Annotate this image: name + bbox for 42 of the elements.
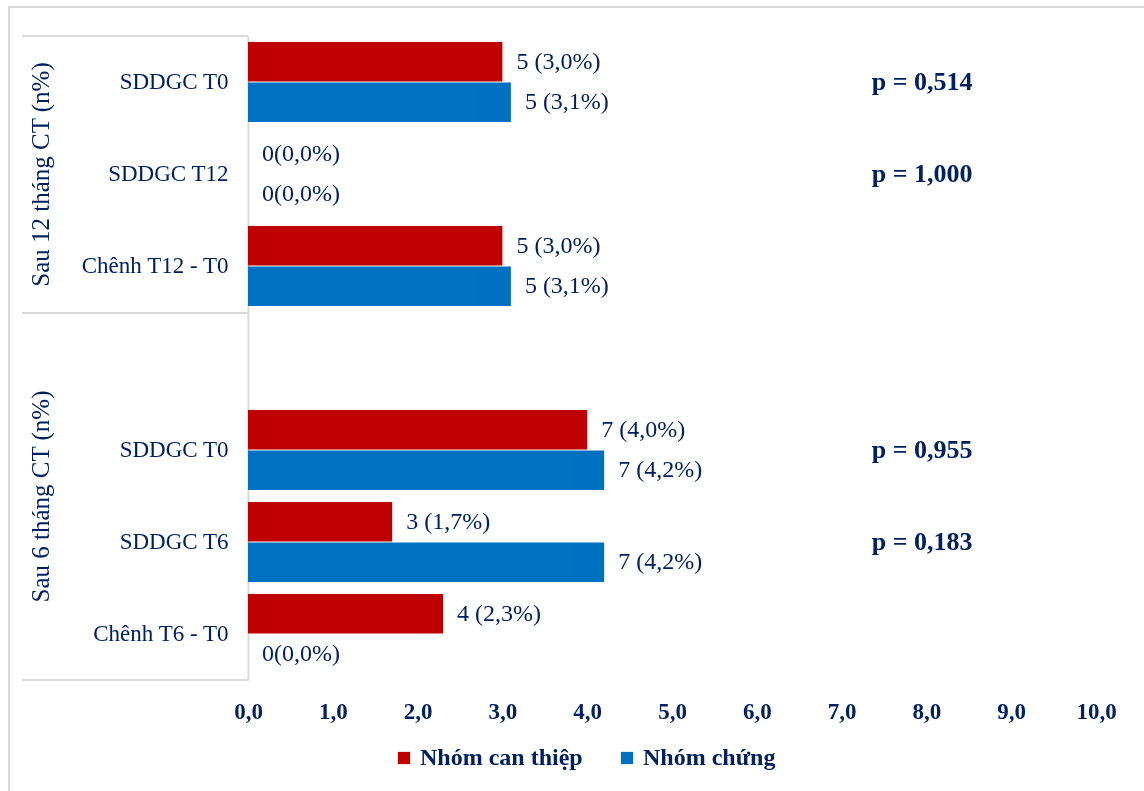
data-label: 0(0,0%) [261,179,340,206]
data-label: 5 (3,0%) [515,231,600,258]
annotation: p = 1,000 [871,158,973,188]
bar [247,593,443,633]
annotation: p = 0,955 [871,434,973,464]
data-label: 5 (3,0%) [515,47,600,74]
data-label: 3 (1,7%) [405,507,490,534]
x-tick-label: 5,0 [657,698,687,723]
y-tick-label: SDDGC T6 [119,528,228,554]
x-tick-label: 7,0 [827,698,856,723]
y-tick-label: SDDGC T12 [107,160,228,186]
x-tick-label: 0,0 [233,698,263,723]
data-label: 5 (3,1%) [524,87,609,114]
x-tick-label: 9,0 [996,698,1026,723]
data-label: 7 (4,2%) [617,455,702,482]
data-label: 7 (4,2%) [617,547,702,574]
data-label: 4 (2,3%) [456,599,541,626]
data-label: 5 (3,1%) [524,271,609,298]
data-label: 0(0,0%) [261,139,340,166]
legend-label: Nhóm chứng [642,743,775,770]
x-tick-label: 2,0 [403,698,432,723]
y-tick-label: Chênh T6 - T0 [92,620,228,646]
y-axis-title: Sau 6 tháng CT (n%) [26,389,54,603]
bar [247,450,604,490]
y-tick-label: Chênh T12 - T0 [81,252,228,278]
bar [247,501,392,541]
data-label: 0(0,0%) [261,639,340,666]
x-tick-label: 4,0 [572,698,602,723]
bar [247,409,587,449]
x-tick-label: 8,0 [912,698,941,723]
annotation: p = 0,183 [871,526,973,556]
y-axis-title: Sau 12 tháng CT (n%) [26,61,54,287]
data-label: 7 (4,0%) [600,415,685,442]
legend-label: Nhóm can thiệp [419,743,583,770]
x-tick-label: 6,0 [742,698,772,723]
y-tick-label: SDDGC T0 [119,436,228,462]
bar [247,542,604,582]
x-tick-label: 1,0 [318,698,348,723]
x-tick-label: 3,0 [488,698,517,723]
x-tick-label: 10,0 [1075,698,1117,723]
y-tick-label: SDDGC T0 [119,68,228,94]
annotation: p = 0,514 [871,66,973,96]
